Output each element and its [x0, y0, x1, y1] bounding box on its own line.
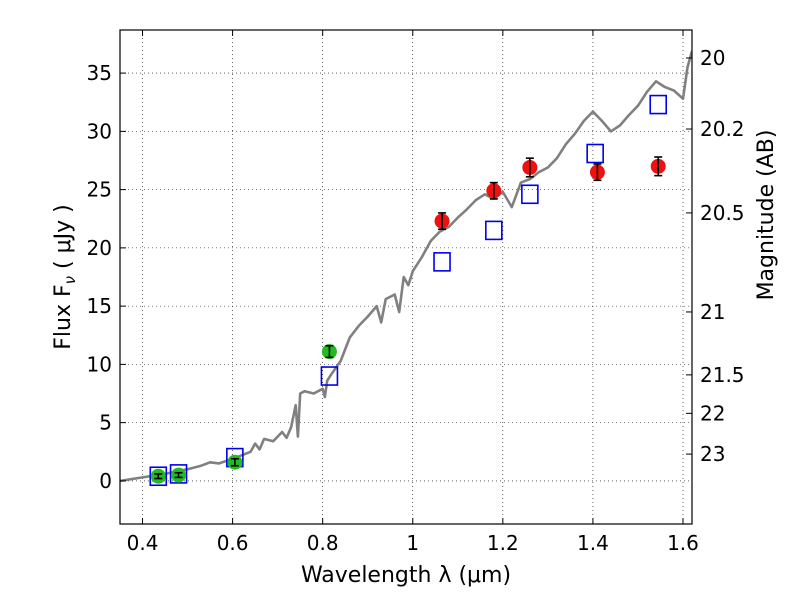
spectrum-layer [120, 50, 692, 483]
y-tick-label: 15 [87, 294, 112, 318]
y-tick-label: 30 [87, 119, 112, 143]
model-photometry-square [485, 220, 503, 241]
y2-axis-label: Magnitude (AB) [754, 130, 779, 301]
y2-tick-label: 21 [700, 300, 725, 324]
y-tick-label: 20 [87, 236, 112, 260]
x-tick-label: 1.2 [487, 531, 519, 555]
x-tick-label: 0.6 [217, 531, 249, 555]
y-axis-label-unit: ( μJy ) [51, 204, 76, 276]
y-tick-label: 5 [99, 411, 112, 435]
y-tick-label: 35 [87, 61, 112, 85]
model-photometry-square [149, 466, 168, 487]
y2-tick-label: 20.5 [700, 201, 745, 225]
x-axis-ticks: 0.4 0.6 0.8 1 1.2 1.4 1.6 [127, 30, 699, 555]
spectrum-line [120, 50, 692, 483]
x-tick-label: 1.4 [577, 531, 609, 555]
y2-tick-label: 21.5 [700, 363, 745, 387]
grid-lines [120, 30, 692, 524]
plot-frame [119, 29, 693, 525]
y-tick-label: 10 [87, 352, 112, 376]
model-photometry-square [649, 94, 668, 115]
y2-tick-label: 20 [700, 46, 725, 70]
model-photometry-square [586, 143, 604, 164]
x-tick-label: 0.4 [127, 531, 159, 555]
x-tick-label: 0.8 [307, 531, 339, 555]
nir-points-layer [434, 156, 666, 231]
y-axis-label-main: Flux F [51, 284, 76, 349]
optical-points-layer [150, 344, 337, 484]
y-axis-label-subscript: ν [61, 276, 79, 284]
y-axis-label: Flux Fν ( μJy ) [51, 204, 79, 349]
x-axis-label: Wavelength λ (μm) [301, 563, 511, 588]
model-photometry-square [169, 464, 188, 484]
x-tick-label: 1 [406, 531, 419, 555]
y2-axis-ticks: 20 20.2 20.5 21 21.5 22 23 [686, 46, 745, 466]
model-photometry-square [433, 252, 451, 272]
y-tick-label: 0 [99, 469, 112, 493]
y2-tick-label: 22 [700, 401, 725, 425]
y-axis-ticks: 0 5 10 15 20 25 30 35 [87, 61, 126, 493]
x-tick-label: 1.6 [667, 531, 699, 555]
plot-area [120, 50, 692, 487]
model-photometry-square [320, 366, 339, 386]
y-tick-label: 25 [87, 178, 112, 202]
y2-tick-label: 23 [700, 442, 725, 466]
model-photometry-layer [149, 94, 668, 487]
model-photometry-square [521, 184, 539, 205]
y2-tick-label: 20.2 [700, 117, 745, 141]
